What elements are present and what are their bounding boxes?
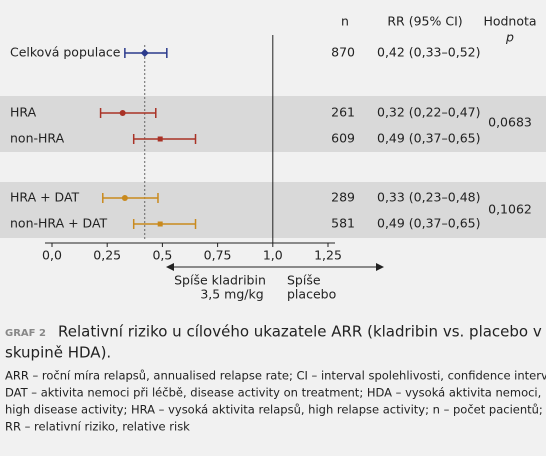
- favor-left: Spíše kladribin: [174, 273, 266, 288]
- rr-label: 0,49 (0,37–0,65): [377, 216, 480, 231]
- estimate: [121, 195, 128, 201]
- footnote: ARR – roční míra relapsů, annualised rel…: [5, 369, 546, 383]
- caption: Relativní riziko u cílového ukazatele AR…: [58, 323, 546, 341]
- x-tick-label: 0,0: [42, 248, 62, 263]
- x-tick-label: 1,0: [263, 248, 283, 263]
- estimate: [140, 49, 149, 57]
- row-label: HRA: [10, 105, 37, 120]
- x-tick-label: 0,5: [152, 248, 172, 263]
- header-rr: RR (95% CI): [387, 14, 462, 29]
- n-value: 609: [331, 131, 355, 146]
- header-n: n: [341, 14, 349, 29]
- footnote: high disease activity; HRA – vysoká akti…: [5, 403, 543, 417]
- header-p: Hodnota: [483, 14, 536, 29]
- rr-label: 0,42 (0,33–0,52): [377, 45, 480, 60]
- n-value: 581: [331, 216, 355, 231]
- x-tick-label: 1,25: [314, 248, 342, 263]
- rr-label: 0,32 (0,22–0,47): [377, 105, 480, 120]
- estimate: [119, 110, 126, 116]
- row-label: non-HRA: [10, 131, 65, 146]
- estimate: [157, 221, 163, 227]
- n-value: 261: [331, 105, 355, 120]
- figure-label: GRAF 2: [5, 328, 46, 339]
- footnote: DAT – aktivita nemoci při léčbě, disease…: [5, 386, 541, 400]
- p-value: 0,1062: [488, 202, 532, 217]
- p-value: 0,0683: [488, 115, 532, 130]
- estimate: [157, 136, 163, 142]
- row-label: HRA + DAT: [10, 190, 80, 205]
- rr-label: 0,33 (0,23–0,48): [377, 190, 480, 205]
- favor-right: placebo: [287, 287, 336, 302]
- header-p: p: [505, 30, 514, 45]
- row-label: Celková populace: [10, 45, 121, 60]
- favor-left: 3,5 mg/kg: [200, 287, 263, 302]
- n-value: 289: [331, 190, 355, 205]
- x-tick-label: 0,25: [93, 248, 121, 263]
- favor-right: Spíše: [287, 273, 321, 288]
- n-value: 870: [331, 45, 355, 60]
- x-tick-label: 0,75: [204, 248, 232, 263]
- row-label: non-HRA + DAT: [10, 216, 108, 231]
- rr-label: 0,49 (0,37–0,65): [377, 131, 480, 146]
- footnote: RR – relativní riziko, relative risk: [5, 420, 190, 434]
- caption: skupině HDA).: [5, 344, 111, 362]
